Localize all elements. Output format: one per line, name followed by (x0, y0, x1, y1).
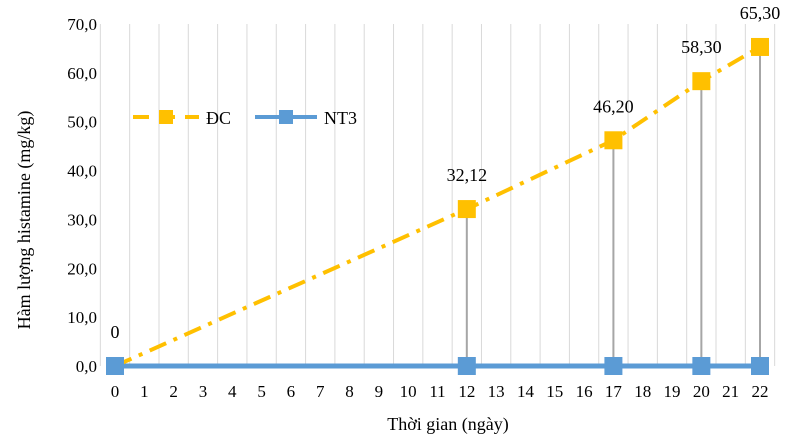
dc-point (457, 200, 476, 219)
series-dc-line (114, 45, 762, 368)
y-tick-label: 10,0 (67, 308, 97, 327)
x-tick-label: 3 (199, 382, 208, 401)
x-tick-label: 17 (605, 382, 623, 401)
x-tick-label: 18 (634, 382, 651, 401)
legend-dc-label: ĐC (206, 108, 231, 128)
nt3-point (604, 357, 623, 375)
data-label: 65,30 (740, 3, 781, 23)
x-tick-label: 10 (400, 382, 417, 401)
marker-layer (106, 37, 769, 375)
x-tick-label: 5 (257, 382, 266, 401)
data-labels: 0 32,12 46,20 58,30 65,30 (111, 3, 781, 342)
y-tick-label: 70,0 (67, 15, 97, 34)
x-axis-ticks: 0 1 2 3 4 5 6 7 8 9 10 11 12 13 14 15 16 17 18 19 20 21 22 (111, 382, 769, 401)
x-tick-label: 19 (664, 382, 681, 401)
x-tick-label: 22 (752, 382, 769, 401)
y-tick-label: 0,0 (76, 357, 97, 376)
nt3-point (692, 357, 711, 375)
x-tick-label: 7 (316, 382, 325, 401)
vertical-gridlines (99, 24, 776, 366)
x-tick-label: 4 (228, 382, 237, 401)
data-label: 46,20 (593, 96, 634, 116)
x-tick-label: 12 (458, 382, 475, 401)
y-tick-label: 50,0 (67, 113, 97, 132)
x-tick-label: 20 (693, 382, 710, 401)
x-tick-label: 1 (140, 382, 149, 401)
data-label: 58,30 (681, 37, 722, 57)
legend-nt3-marker (279, 110, 293, 124)
x-tick-label: 9 (375, 382, 384, 401)
x-tick-label: 11 (429, 382, 445, 401)
x-tick-label: 15 (546, 382, 563, 401)
x-tick-label: 0 (111, 382, 120, 401)
y-axis-ticks: 0,0 10,0 20,0 30,0 40,0 50,0 60,0 70,0 (67, 15, 97, 376)
y-tick-label: 20,0 (67, 259, 97, 278)
data-label: 0 (111, 322, 120, 342)
dc-point (692, 72, 711, 91)
y-axis-title: Hàm lượng histamine (mg/kg) (14, 111, 35, 330)
y-tick-label: 30,0 (67, 210, 97, 229)
legend-nt3-label: NT3 (324, 108, 357, 128)
drop-lines (465, 46, 761, 366)
nt3-point (751, 357, 769, 375)
x-tick-label: 21 (722, 382, 739, 401)
x-tick-label: 2 (169, 382, 178, 401)
x-tick-label: 16 (576, 382, 593, 401)
series-layer (114, 45, 762, 369)
nt3-point (457, 357, 476, 375)
x-tick-label: 6 (287, 382, 296, 401)
dc-point (604, 131, 623, 150)
x-axis-title: Thời gian (ngày) (387, 414, 508, 435)
x-tick-label: 14 (517, 382, 535, 401)
x-tick-label: 13 (488, 382, 505, 401)
dc-point (751, 37, 769, 56)
nt3-point (106, 357, 124, 375)
data-label: 32,12 (447, 165, 488, 185)
y-tick-label: 60,0 (67, 64, 97, 83)
legend: ĐC NT3 (133, 108, 357, 128)
legend-dc-marker (159, 110, 173, 124)
x-tick-label: 8 (345, 382, 354, 401)
y-tick-label: 40,0 (67, 162, 97, 181)
